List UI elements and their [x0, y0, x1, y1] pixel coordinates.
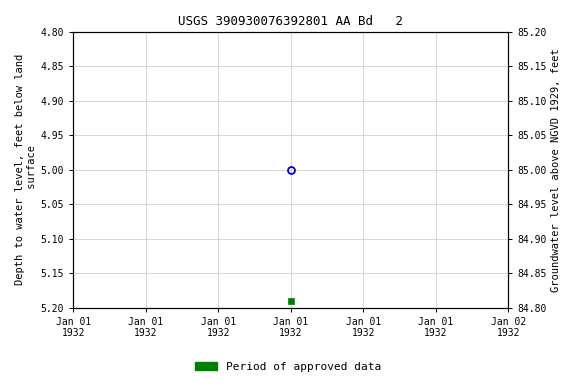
Title: USGS 390930076392801 AA Bd   2: USGS 390930076392801 AA Bd 2: [179, 15, 403, 28]
Y-axis label: Groundwater level above NGVD 1929, feet: Groundwater level above NGVD 1929, feet: [551, 48, 561, 292]
Legend: Period of approved data: Period of approved data: [191, 358, 385, 377]
Y-axis label: Depth to water level, feet below land
 surface: Depth to water level, feet below land su…: [15, 54, 37, 285]
